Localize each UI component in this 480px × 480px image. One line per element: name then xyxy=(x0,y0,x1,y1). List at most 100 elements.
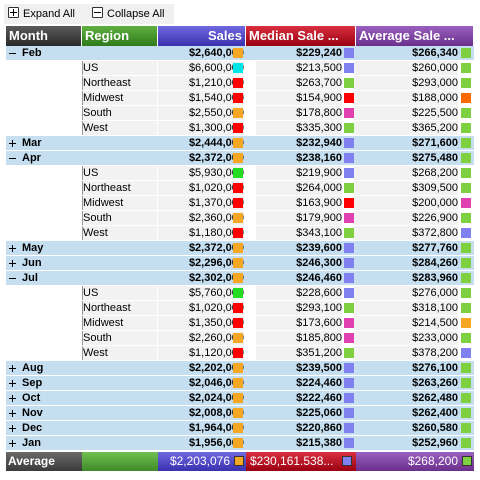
region-row: West $1,180,000 $343,100 $372,800 xyxy=(6,226,474,241)
sales-indicator-swatch xyxy=(233,273,243,283)
median-indicator-swatch xyxy=(344,408,354,418)
sales-indicator-swatch xyxy=(233,63,243,73)
median-sale-value: $179,900 xyxy=(256,211,342,225)
grid-toolbar: Expand All Collapse All xyxy=(4,4,174,24)
region-row: US $5,760,000 $228,600 $276,000 xyxy=(6,286,474,301)
median-indicator-swatch xyxy=(344,423,354,433)
median-indicator-swatch xyxy=(344,333,354,343)
sales-indicator-swatch xyxy=(233,78,243,88)
median-sale-value: $215,380 xyxy=(296,437,342,449)
region-label: Midwest xyxy=(82,91,158,105)
header-month[interactable]: Month xyxy=(6,26,82,46)
month-cell-empty xyxy=(6,181,82,195)
month-cell-empty xyxy=(6,61,82,75)
grid-header: Month Region Sales Median Sale ... Avera… xyxy=(6,26,474,46)
median-indicator-swatch xyxy=(344,243,354,253)
average-sale-value: $260,580 xyxy=(412,422,458,434)
expand-all-label: Expand All xyxy=(23,8,75,20)
average-indicator-swatch xyxy=(461,63,471,73)
sales-indicator-swatch xyxy=(233,138,243,148)
average-indicator-swatch xyxy=(461,318,471,328)
average-indicator-swatch xyxy=(461,378,471,388)
month-group-row: Mar $2,444,000 $232,940 $271,600 xyxy=(6,136,474,151)
average-sale-value: $318,100 xyxy=(354,301,458,315)
month-group-row: Jul $2,302,000 $246,460 $283,960 xyxy=(6,271,474,286)
sales-indicator-swatch xyxy=(233,153,243,163)
month-label: Feb xyxy=(22,47,42,59)
average-sale-value: $225,500 xyxy=(354,106,458,120)
average-indicator-swatch xyxy=(461,363,471,373)
sales-indicator-swatch xyxy=(233,288,243,298)
median-indicator-swatch xyxy=(344,168,354,178)
average-sale-value: $200,000 xyxy=(354,196,458,210)
sales-indicator-swatch xyxy=(233,423,243,433)
month-group-row: Jan $1,956,000 $215,380 $252,960 xyxy=(6,436,474,451)
median-indicator-swatch xyxy=(344,138,354,148)
average-sale-value: $283,960 xyxy=(412,272,458,284)
footer-sales-value: $2,203,076 xyxy=(169,454,230,468)
header-median-sale[interactable]: Median Sale ... xyxy=(246,26,356,46)
median-indicator-swatch xyxy=(344,288,354,298)
median-indicator-swatch xyxy=(344,228,354,238)
month-group-row: Apr $2,372,000 $238,160 $275,480 xyxy=(6,151,474,166)
region-label: South xyxy=(82,331,158,345)
average-sale-value: $233,000 xyxy=(354,331,458,345)
header-average-sale[interactable]: Average Sale ... xyxy=(356,26,474,46)
sales-value: $2,372,000 xyxy=(188,242,244,254)
average-indicator-swatch xyxy=(461,138,471,148)
region-row: South $2,360,000 $179,900 $226,900 xyxy=(6,211,474,226)
month-cell: Nov xyxy=(6,406,82,420)
median-indicator-swatch xyxy=(344,378,354,388)
median-sale-value: $263,700 xyxy=(256,76,342,90)
month-group-row: Feb $2,640,000 $229,240 $266,340 xyxy=(6,46,474,61)
header-sales[interactable]: Sales xyxy=(158,26,246,46)
median-indicator-swatch xyxy=(344,213,354,223)
footer-median-swatch xyxy=(342,456,352,466)
sales-indicator-swatch xyxy=(233,393,243,403)
median-indicator-swatch xyxy=(344,348,354,358)
month-cell-empty xyxy=(6,166,82,180)
median-sale-value: $222,460 xyxy=(296,392,342,404)
sales-value: $1,020,000 xyxy=(158,301,244,315)
month-cell: Jan xyxy=(6,436,82,450)
region-row: Northeast $1,020,000 $264,000 $309,500 xyxy=(6,181,474,196)
average-indicator-swatch xyxy=(461,273,471,283)
expand-all-button[interactable]: Expand All xyxy=(8,7,75,21)
sales-value: $1,210,000 xyxy=(158,76,244,90)
median-sale-value: $343,100 xyxy=(256,226,342,240)
median-sale-value: $229,240 xyxy=(296,47,342,59)
median-indicator-swatch xyxy=(344,183,354,193)
footer-average-value: $268,200 xyxy=(407,454,458,468)
median-sale-value: $239,600 xyxy=(296,242,342,254)
average-indicator-swatch xyxy=(461,168,471,178)
sales-value: $1,180,000 xyxy=(158,226,244,240)
average-indicator-swatch xyxy=(461,288,471,298)
month-cell-empty xyxy=(6,211,82,225)
sales-value: $2,202,000 xyxy=(188,362,244,374)
sales-indicator-swatch xyxy=(233,48,243,58)
median-sale-value: $213,500 xyxy=(256,61,342,75)
header-region[interactable]: Region xyxy=(82,26,158,46)
average-sale-value: $277,760 xyxy=(412,242,458,254)
sales-indicator-swatch xyxy=(233,243,243,253)
region-label: West xyxy=(82,346,158,360)
median-indicator-swatch xyxy=(344,258,354,268)
average-indicator-swatch xyxy=(461,93,471,103)
region-label: Northeast xyxy=(82,76,158,90)
footer-average-cell: $268,200 xyxy=(356,452,474,471)
sales-value: $5,760,000 xyxy=(158,286,244,300)
average-indicator-swatch xyxy=(461,393,471,403)
month-cell: May xyxy=(6,241,82,255)
month-cell: Jul xyxy=(6,271,82,285)
month-cell-empty xyxy=(6,331,82,345)
month-group-row: Jun $2,296,000 $246,300 $284,260 xyxy=(6,256,474,271)
average-sale-value: $214,500 xyxy=(354,316,458,330)
collapse-all-button[interactable]: Collapse All xyxy=(92,7,164,21)
region-row: Midwest $1,350,000 $173,600 $214,500 xyxy=(6,316,474,331)
median-indicator-swatch xyxy=(344,198,354,208)
sales-value: $6,600,000 xyxy=(158,61,244,75)
average-indicator-swatch xyxy=(461,78,471,88)
month-cell: Mar xyxy=(6,136,82,150)
average-indicator-swatch xyxy=(461,153,471,163)
average-indicator-swatch xyxy=(461,228,471,238)
